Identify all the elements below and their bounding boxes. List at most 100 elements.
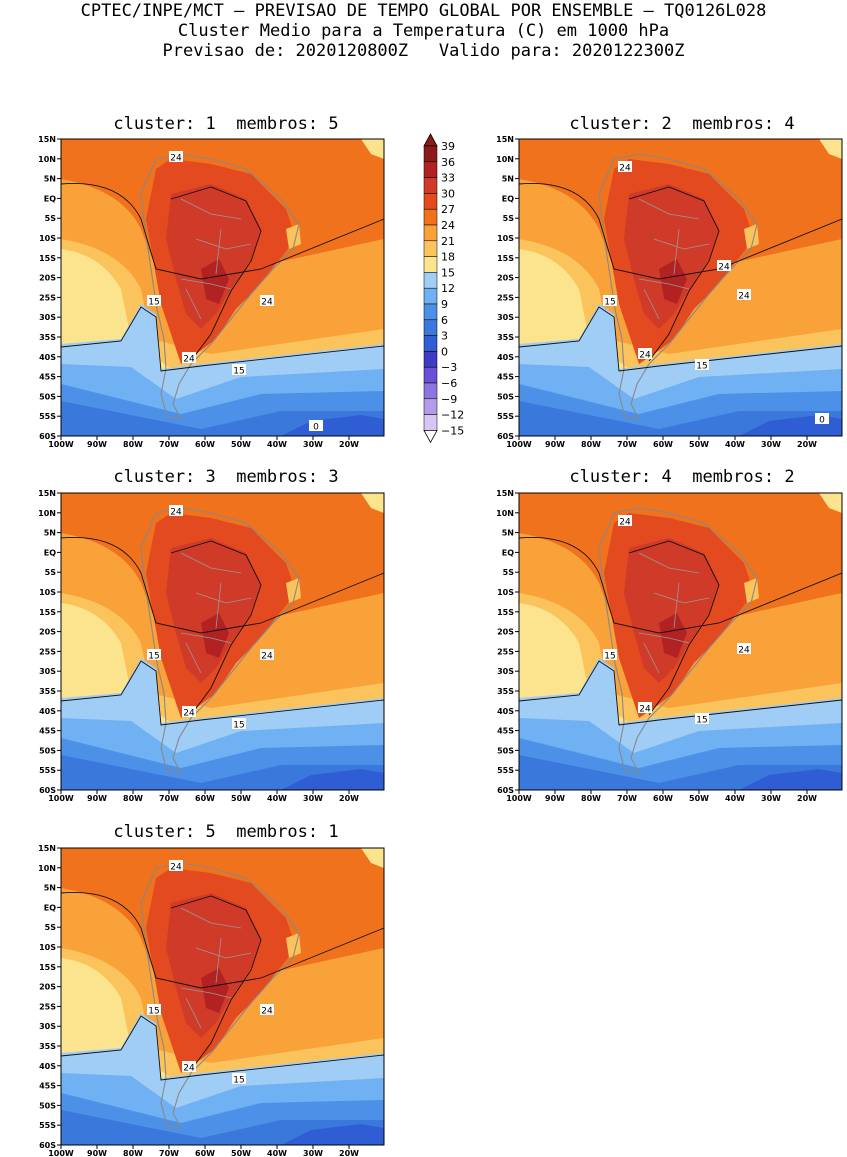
svg-text:24: 24 — [718, 263, 730, 273]
lat-tick-label: 10N — [38, 864, 56, 873]
lon-tick-label: 30W — [303, 794, 323, 803]
lon-tick-label: 90W — [87, 440, 107, 449]
contour-label-e: 15 — [695, 359, 709, 372]
colorbar-bottom-arrow — [423, 430, 438, 444]
colorbar-swatch — [423, 382, 438, 400]
lon-tick-label: 60W — [195, 1149, 215, 1157]
lat-tick-label: 15N — [496, 135, 514, 144]
lon-tick-label: 40W — [725, 440, 745, 449]
lat-tick-label: 15N — [496, 489, 514, 498]
lat-tick-label: 55S — [497, 412, 514, 421]
lon-tick-label: 80W — [123, 794, 143, 803]
colorbar-swatch — [423, 319, 438, 336]
lat-tick-label: 20S — [39, 274, 56, 283]
lat-tick-label: 35S — [39, 333, 56, 342]
lat-tick-label: 45S — [497, 373, 514, 382]
lat-tick-label: 25S — [497, 293, 514, 302]
lat-tick-label: 5N — [44, 884, 56, 893]
contour-label-d: 24 — [182, 1061, 196, 1074]
lat-tick-label: 15S — [497, 254, 514, 263]
map-panel-1: 24 15 24 24 15 0 15N 10N 5N EQ 5S 10S 15S 20S 25S 30S 35… — [38, 135, 385, 449]
colorbar-label: 3 — [441, 330, 448, 343]
lat-tick-label: 35S — [39, 687, 56, 696]
lat-tick-label: 5S — [45, 568, 57, 577]
contour-label-a: 24 — [169, 505, 183, 518]
lat-tick-label: 5S — [503, 568, 515, 577]
contour-label-b: 15 — [147, 295, 161, 308]
svg-text:24: 24 — [639, 705, 651, 715]
lon-tick-label: 40W — [267, 794, 287, 803]
lon-tick-label: 80W — [581, 440, 601, 449]
lon-tick-label: 30W — [303, 440, 323, 449]
colorbar-swatch — [423, 287, 438, 305]
lon-tick-label: 80W — [123, 1149, 143, 1157]
colorbar-swatch — [423, 272, 438, 289]
header-line-3: Previsao de: 2020120800Z Valido para: 20… — [162, 41, 685, 61]
colorbar-label: 21 — [441, 235, 455, 248]
colorbar-label: −15 — [441, 424, 464, 437]
lat-tick-label: 25S — [39, 647, 56, 656]
svg-text:24: 24 — [738, 292, 750, 302]
colorbar-swatch — [423, 177, 438, 194]
svg-text:15: 15 — [233, 1076, 244, 1086]
lon-tick-label: 50W — [689, 794, 709, 803]
colorbar-label: −3 — [441, 361, 457, 374]
map-panel-2: 24 15 24 24 15 0 24 15N 10N 5N EQ 5S 10S 15S 20S 25S 30S… — [496, 135, 843, 449]
lon-tick-label: 90W — [545, 440, 565, 449]
colorbar-label: −6 — [441, 377, 457, 390]
lon-tick-label: 40W — [267, 1149, 287, 1157]
lat-tick-label: 15N — [38, 135, 56, 144]
lat-tick-label: 10S — [39, 588, 56, 597]
svg-text:15: 15 — [696, 362, 707, 372]
svg-text:15: 15 — [148, 652, 159, 662]
lat-tick-label: 15S — [497, 608, 514, 617]
colorbar-label: 12 — [441, 282, 455, 295]
lon-tick-label: 70W — [617, 440, 637, 449]
lat-tick-label: 25S — [497, 647, 514, 656]
colorbar-label: 39 — [441, 140, 455, 153]
lon-tick-label: 60W — [195, 440, 215, 449]
svg-text:24: 24 — [738, 646, 750, 656]
svg-text:15: 15 — [604, 298, 615, 308]
lat-tick-label: 5S — [45, 214, 57, 223]
lon-tick-label: 20W — [797, 440, 817, 449]
contour-label-e: 15 — [232, 718, 246, 731]
lat-tick-label: 30S — [497, 667, 514, 676]
svg-text:24: 24 — [619, 518, 631, 528]
lat-tick-label: 45S — [39, 373, 56, 382]
lon-tick-label: 100W — [48, 1149, 74, 1157]
colorbar-swatch — [423, 161, 438, 178]
lat-tick-label: 30S — [39, 1022, 56, 1031]
lat-tick-label: 40S — [497, 707, 514, 716]
lon-tick-label: 40W — [267, 440, 287, 449]
colorbar-swatch — [423, 240, 438, 257]
lon-tick-label: 80W — [581, 794, 601, 803]
contour-label-c: 24 — [737, 289, 751, 302]
lat-tick-label: 20S — [497, 274, 514, 283]
colorbar-label: 33 — [441, 172, 455, 185]
lat-tick-label: 30S — [39, 667, 56, 676]
svg-text:0: 0 — [313, 423, 319, 433]
lat-tick-label: 10S — [497, 234, 514, 243]
lat-tick-label: 5N — [502, 175, 514, 184]
lat-tick-label: 60S — [39, 1141, 56, 1150]
colorbar-swatch — [423, 366, 438, 384]
svg-text:24: 24 — [619, 164, 631, 174]
map-panel-5: 24 15 24 24 15 15N 10N 5N EQ 5S 10S 15S 20S 25S 30S 35S… — [38, 844, 385, 1157]
svg-text:24: 24 — [170, 508, 182, 518]
panel-title-3: cluster: 3 membros: 3 — [113, 467, 339, 487]
header-line-1: CPTEC/INPE/MCT — PREVISAO DE TEMPO GLOBA… — [80, 1, 767, 21]
lat-tick-label: 50S — [39, 392, 56, 401]
lat-tick-label: 55S — [39, 766, 56, 775]
colorbar-swatch — [423, 224, 438, 242]
lat-tick-label: 10N — [38, 155, 56, 164]
colorbar-swatch — [423, 335, 438, 352]
lat-tick-label: 15N — [38, 844, 56, 853]
map-panel-4: 24 15 24 24 15 15N 10N 5N EQ 5S 10S 15S 20S 25S 30S 35S… — [496, 489, 843, 803]
lon-tick-label: 90W — [87, 794, 107, 803]
lat-tick-label: 20S — [39, 628, 56, 637]
lon-tick-label: 100W — [506, 440, 532, 449]
lon-tick-label: 50W — [231, 440, 251, 449]
lat-tick-label: 25S — [39, 293, 56, 302]
svg-text:15: 15 — [148, 1007, 159, 1017]
